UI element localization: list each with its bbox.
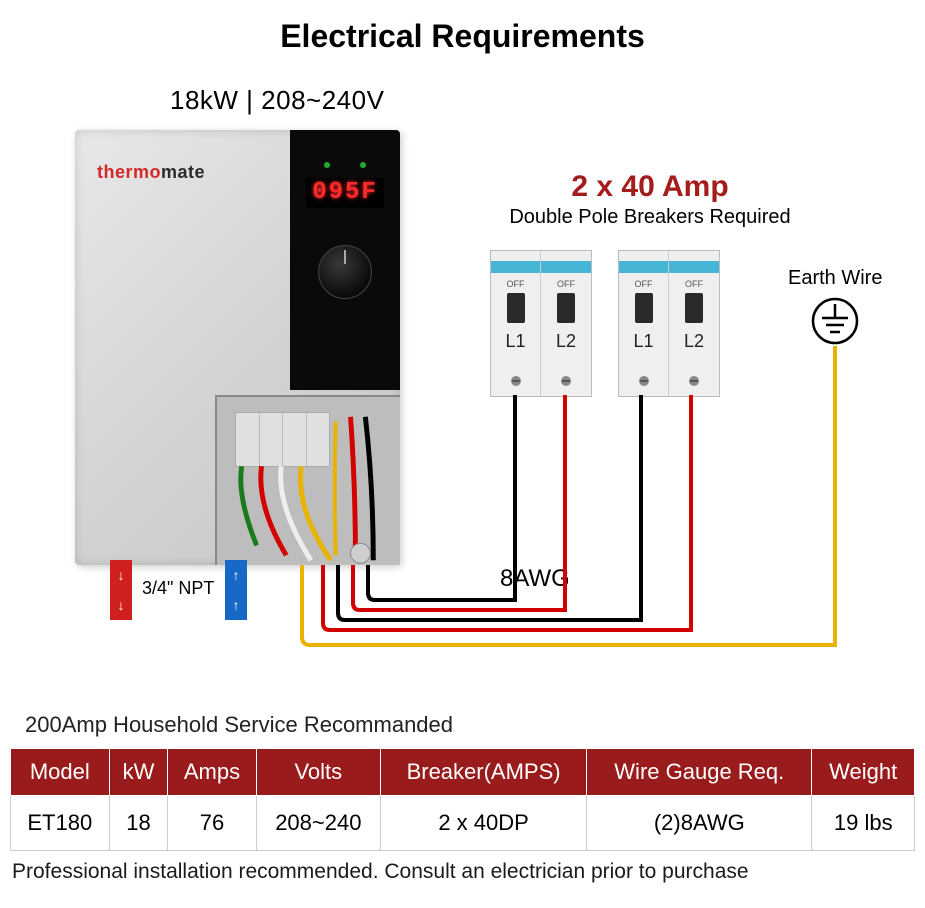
- arrow-down-icon: ↓: [118, 597, 125, 613]
- col-kw: kW: [109, 749, 168, 796]
- earth-symbol-icon: [810, 296, 860, 346]
- breakers-group: OFF L1 OFF L2 OFF L1 OFF L2: [490, 250, 720, 397]
- cold-water-pipe: ↑ ↑: [225, 560, 247, 620]
- table-row: ET180 18 76 208~240 2 x 40DP (2)8AWG 19 …: [11, 796, 915, 851]
- breaker-pair-2: OFF L1 OFF L2: [618, 250, 720, 397]
- spec-table: Model kW Amps Volts Breaker(AMPS) Wire G…: [10, 748, 915, 851]
- cell-weight: 19 lbs: [812, 796, 915, 851]
- earth-wire-label: Earth Wire: [788, 267, 882, 290]
- breaker-pole: OFF L2: [541, 251, 591, 396]
- breaker-heading: 2 x 40 Amp Double Pole Breakers Required: [490, 170, 810, 229]
- pipe-size-label: 3/4" NPT: [142, 578, 214, 599]
- table-header-row: Model kW Amps Volts Breaker(AMPS) Wire G…: [11, 749, 915, 796]
- heater-unit: thermomate 095F: [75, 130, 400, 565]
- cell-wire: (2)8AWG: [587, 796, 812, 851]
- pole-label: L1: [633, 331, 653, 352]
- service-recommendation: 200Amp Household Service Recommanded: [25, 712, 453, 738]
- cell-amps: 76: [168, 796, 256, 851]
- col-wire: Wire Gauge Req.: [587, 749, 812, 796]
- arrow-up-icon: ↑: [233, 597, 240, 613]
- breaker-pole: OFF L1: [491, 251, 541, 396]
- hot-water-pipe: ↓ ↓: [110, 560, 132, 620]
- spec-label: 18kW | 208~240V: [170, 85, 384, 116]
- control-panel: 095F: [290, 130, 400, 390]
- breaker-pole: OFF L1: [619, 251, 669, 396]
- temperature-dial: [318, 245, 372, 299]
- brand-red: thermo: [97, 162, 161, 182]
- wiring-compartment: [215, 395, 400, 565]
- indicator-leds: [290, 162, 400, 168]
- pole-label: L1: [505, 331, 525, 352]
- col-amps: Amps: [168, 749, 256, 796]
- breaker-sub-text: Double Pole Breakers Required: [490, 206, 810, 229]
- col-volts: Volts: [256, 749, 380, 796]
- pole-label: L2: [684, 331, 704, 352]
- arrow-up-icon: ↑: [233, 567, 240, 583]
- breaker-pole: OFF L2: [669, 251, 719, 396]
- cell-kw: 18: [109, 796, 168, 851]
- brand-logo: thermomate: [97, 162, 205, 183]
- footnote: Professional installation recommended. C…: [12, 860, 749, 884]
- col-breaker: Breaker(AMPS): [381, 749, 587, 796]
- wire-gauge-label: 8AWG: [500, 565, 570, 593]
- cell-breaker: 2 x 40DP: [381, 796, 587, 851]
- cell-volts: 208~240: [256, 796, 380, 851]
- page-title: Electrical Requirements: [0, 0, 925, 55]
- brand-black: mate: [161, 162, 205, 182]
- pole-label: L2: [556, 331, 576, 352]
- temperature-display: 095F: [306, 178, 384, 208]
- arrow-down-icon: ↓: [118, 567, 125, 583]
- breaker-pair-1: OFF L1 OFF L2: [490, 250, 592, 397]
- breaker-amp-text: 2 x 40 Amp: [490, 170, 810, 204]
- internal-wires-icon: [217, 397, 400, 565]
- cell-model: ET180: [11, 796, 110, 851]
- col-model: Model: [11, 749, 110, 796]
- col-weight: Weight: [812, 749, 915, 796]
